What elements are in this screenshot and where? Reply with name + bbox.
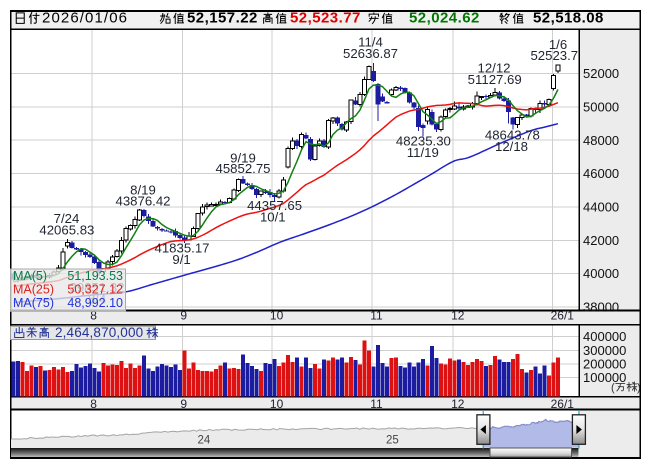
svg-text:11/19: 11/19 [407,145,439,160]
svg-text:10: 10 [270,397,284,411]
svg-text:8: 8 [90,397,97,411]
svg-text:MA(5): MA(5) [13,269,47,283]
svg-text:10/1: 10/1 [260,210,286,225]
svg-text:52523.7: 52523.7 [530,48,578,63]
svg-text:12/18: 12/18 [495,139,528,154]
svg-text:200000: 200000 [583,357,626,372]
svg-text:8/19: 8/19 [130,183,156,198]
svg-text:2,464,870,000: 2,464,870,000 [55,325,143,340]
svg-text:52,024.62: 52,024.62 [409,10,480,27]
svg-text:(: ( [611,382,615,394]
svg-text:12/12: 12/12 [477,60,510,75]
svg-text:1/6: 1/6 [549,37,567,52]
svg-text:52636.87: 52636.87 [343,46,398,61]
svg-text:52,157.22: 52,157.22 [187,10,258,27]
svg-text:10: 10 [270,309,284,323]
svg-text:50,327.12: 50,327.12 [67,283,123,297]
svg-text:45852.75: 45852.75 [215,161,270,176]
svg-text:41835.17: 41835.17 [154,241,209,256]
svg-text:9: 9 [180,309,187,323]
svg-text:11/4: 11/4 [358,35,383,50]
svg-text:11: 11 [370,397,383,411]
svg-text:48643.78: 48643.78 [485,128,540,143]
svg-text:26/1: 26/1 [551,309,575,323]
svg-text:300000: 300000 [583,343,626,358]
svg-text:48235.30: 48235.30 [396,133,451,148]
svg-text:43876.42: 43876.42 [115,194,170,209]
svg-text:52000: 52000 [583,66,619,81]
svg-text:40000: 40000 [583,266,619,281]
svg-text:48,992.10: 48,992.10 [67,296,123,310]
svg-text:46000: 46000 [583,166,619,181]
svg-text:2026/01/06: 2026/01/06 [42,10,128,27]
svg-text:9: 9 [180,397,187,411]
svg-text:48000: 48000 [583,133,619,148]
svg-text:100000: 100000 [583,370,626,385]
svg-text:26/1: 26/1 [551,397,575,411]
svg-text:51,193.53: 51,193.53 [67,269,123,283]
svg-text:44357.65: 44357.65 [247,198,302,213]
svg-text:9/1: 9/1 [172,252,190,267]
svg-text:11: 11 [370,309,383,323]
svg-text:51127.69: 51127.69 [468,72,522,87]
svg-text:): ) [637,382,641,394]
svg-text:8: 8 [90,309,97,323]
svg-text:38000: 38000 [583,300,619,315]
svg-text:400000: 400000 [583,329,626,344]
svg-text:MA(25): MA(25) [13,283,54,297]
svg-text:7/24: 7/24 [54,211,80,226]
svg-text:50000: 50000 [583,100,619,115]
svg-text:24: 24 [198,435,211,447]
svg-text:12: 12 [451,309,465,323]
svg-text:52,523.77: 52,523.77 [290,10,361,27]
svg-text:12: 12 [451,397,465,411]
svg-text:MA(75): MA(75) [13,296,54,310]
svg-text:42000: 42000 [583,233,619,248]
svg-text:44000: 44000 [583,200,619,215]
svg-text:52,518.08: 52,518.08 [533,10,604,27]
svg-text:9/19: 9/19 [230,151,256,166]
svg-text:25: 25 [386,435,399,447]
svg-text:42065.83: 42065.83 [39,223,94,238]
